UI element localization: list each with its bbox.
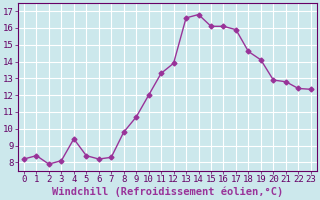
X-axis label: Windchill (Refroidissement éolien,°C): Windchill (Refroidissement éolien,°C) [52, 187, 283, 197]
